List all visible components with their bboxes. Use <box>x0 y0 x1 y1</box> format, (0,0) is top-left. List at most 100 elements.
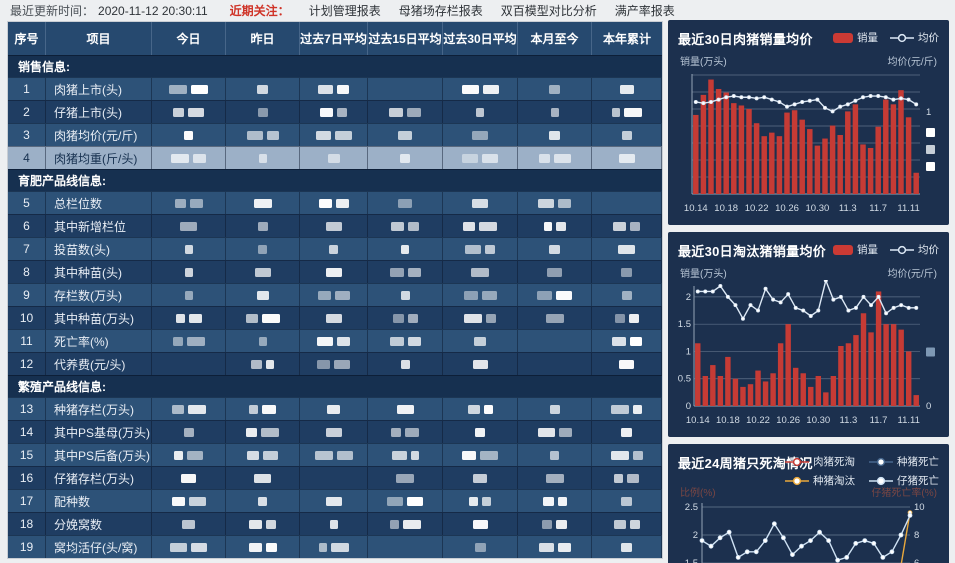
legend-item-price[interactable]: 均价 <box>890 30 939 45</box>
svg-text:11.3: 11.3 <box>839 203 857 214</box>
value-cell <box>300 146 368 169</box>
report-link-sow-inventory[interactable]: 母猪场存栏报表 <box>398 4 483 18</box>
redacted-value <box>247 450 259 460</box>
svg-text:0: 0 <box>926 401 931 412</box>
row-label: 其中新增栏位 <box>46 214 152 237</box>
redacted-value <box>483 404 493 414</box>
redacted-value <box>558 198 571 208</box>
value-cell <box>592 283 662 306</box>
legend-item-piglet-death[interactable]: 仔猪死亡 <box>869 473 939 488</box>
value-cell <box>443 466 518 489</box>
redacted-value <box>467 404 480 414</box>
value-cell <box>518 443 592 466</box>
table-row[interactable]: 2 仔猪上市(头) <box>8 100 662 123</box>
chart-title: 最近24周猪只死淘情况 <box>678 456 813 471</box>
redacted-value <box>611 107 620 117</box>
redacted-value <box>549 244 560 254</box>
redacted-value <box>184 267 193 277</box>
legend-item-sales[interactable]: 销量 <box>833 242 878 257</box>
value-cell <box>300 329 368 352</box>
redacted-value <box>614 313 625 323</box>
redacted-value <box>613 221 626 231</box>
svg-text:10.26: 10.26 <box>776 415 800 426</box>
legend-item-sales[interactable]: 销量 <box>833 30 878 45</box>
row-label: 肉猪上市(头) <box>46 77 152 100</box>
table-row[interactable]: 18 分娩窝数 <box>8 512 662 535</box>
legend-item-price[interactable]: 均价 <box>890 242 939 257</box>
row-label: 其中PS后备(万头) <box>46 443 152 466</box>
table-row[interactable]: 15 其中PS后备(万头) <box>8 443 662 466</box>
row-index: 3 <box>8 123 46 146</box>
table-row[interactable]: 11 死亡率(%) <box>8 329 662 352</box>
value-cell <box>443 100 518 123</box>
redacted-value <box>392 313 404 323</box>
value-cell <box>226 77 300 100</box>
table-row[interactable]: 1 肉猪上市(头) <box>8 77 662 100</box>
report-link-plan[interactable]: 计划管理报表 <box>308 4 381 18</box>
redacted-value <box>175 313 185 323</box>
svg-text:11.7: 11.7 <box>870 415 888 426</box>
table-row[interactable]: 12 代养费(元/头) <box>8 352 662 375</box>
table-row[interactable]: 16 仔猪存栏(万头) <box>8 466 662 489</box>
column-header: 过去30日平均 <box>443 22 518 55</box>
redacted-value <box>537 427 555 437</box>
redacted-value <box>410 450 419 460</box>
report-link-model-compare[interactable]: 双百模型对比分析 <box>500 4 597 18</box>
redacted-value <box>337 107 347 117</box>
value-cell <box>152 283 226 306</box>
value-cell <box>592 77 662 100</box>
redacted-value <box>266 130 279 140</box>
value-cell <box>300 260 368 283</box>
table-row[interactable]: 3 肉猪均价(元/斤) <box>8 123 662 146</box>
report-link-full-capacity[interactable]: 满产率报表 <box>614 4 675 18</box>
table-row[interactable]: 5 总栏位数 <box>8 191 662 214</box>
value-cell <box>300 352 368 375</box>
redacted-value <box>318 84 333 94</box>
legend-item-pork-death[interactable]: 肉猪死淘 <box>785 454 855 469</box>
redacted-value <box>171 496 185 506</box>
value-cell <box>443 489 518 512</box>
axis-labels: 比例(%) 仔猪死亡率(%) <box>680 484 937 499</box>
redacted-value <box>172 336 183 346</box>
redacted-value <box>630 221 640 231</box>
redacted-value <box>246 427 257 437</box>
value-cell <box>226 535 300 558</box>
table-row[interactable]: 19 窝均活仔(头/窝) <box>8 535 662 558</box>
redacted-value <box>387 496 403 506</box>
bar-swatch-icon <box>833 244 853 255</box>
redacted-value <box>391 450 407 460</box>
redacted-value <box>553 153 571 163</box>
value-cell <box>443 191 518 214</box>
legend-item-breeder-death[interactable]: 种猪死亡 <box>869 454 939 469</box>
legend-label: 仔猪死亡 <box>897 475 939 487</box>
value-cell <box>300 397 368 420</box>
table-row[interactable]: 17 配种数 <box>8 489 662 512</box>
redacted-value <box>256 290 269 300</box>
value-cell <box>592 397 662 420</box>
redacted-value <box>257 221 268 231</box>
redacted-value <box>266 359 274 369</box>
value-cell <box>443 260 518 283</box>
table-row[interactable]: 9 存栏数(万头) <box>8 283 662 306</box>
table-row[interactable]: 14 其中PS基母(万头) <box>8 420 662 443</box>
value-cell <box>518 512 592 535</box>
table-row[interactable]: 7 投苗数(头) <box>8 237 662 260</box>
table-row[interactable]: 10 其中种苗(万头) <box>8 306 662 329</box>
redacted-value <box>258 244 267 254</box>
row-label: 仔猪存栏(万头) <box>46 466 152 489</box>
svg-text:10.14: 10.14 <box>686 415 710 426</box>
redacted-value <box>545 313 564 323</box>
table-row[interactable]: 8 其中种苗(头) <box>8 260 662 283</box>
value-cell <box>226 489 300 512</box>
redacted-value <box>396 473 414 483</box>
redacted-value <box>462 153 478 163</box>
table-row[interactable]: 4 肉猪均重(斤/头) <box>8 146 662 169</box>
redacted-value <box>187 450 203 460</box>
redacted-value <box>472 359 488 369</box>
redacted-value <box>621 290 632 300</box>
column-header: 序号 <box>8 22 46 55</box>
legend-item-breeder-cull[interactable]: 种猪淘汰 <box>785 473 855 488</box>
redacted-value <box>611 404 629 414</box>
table-row[interactable]: 6 其中新增栏位 <box>8 214 662 237</box>
table-row[interactable]: 13 种猪存栏(万头) <box>8 397 662 420</box>
